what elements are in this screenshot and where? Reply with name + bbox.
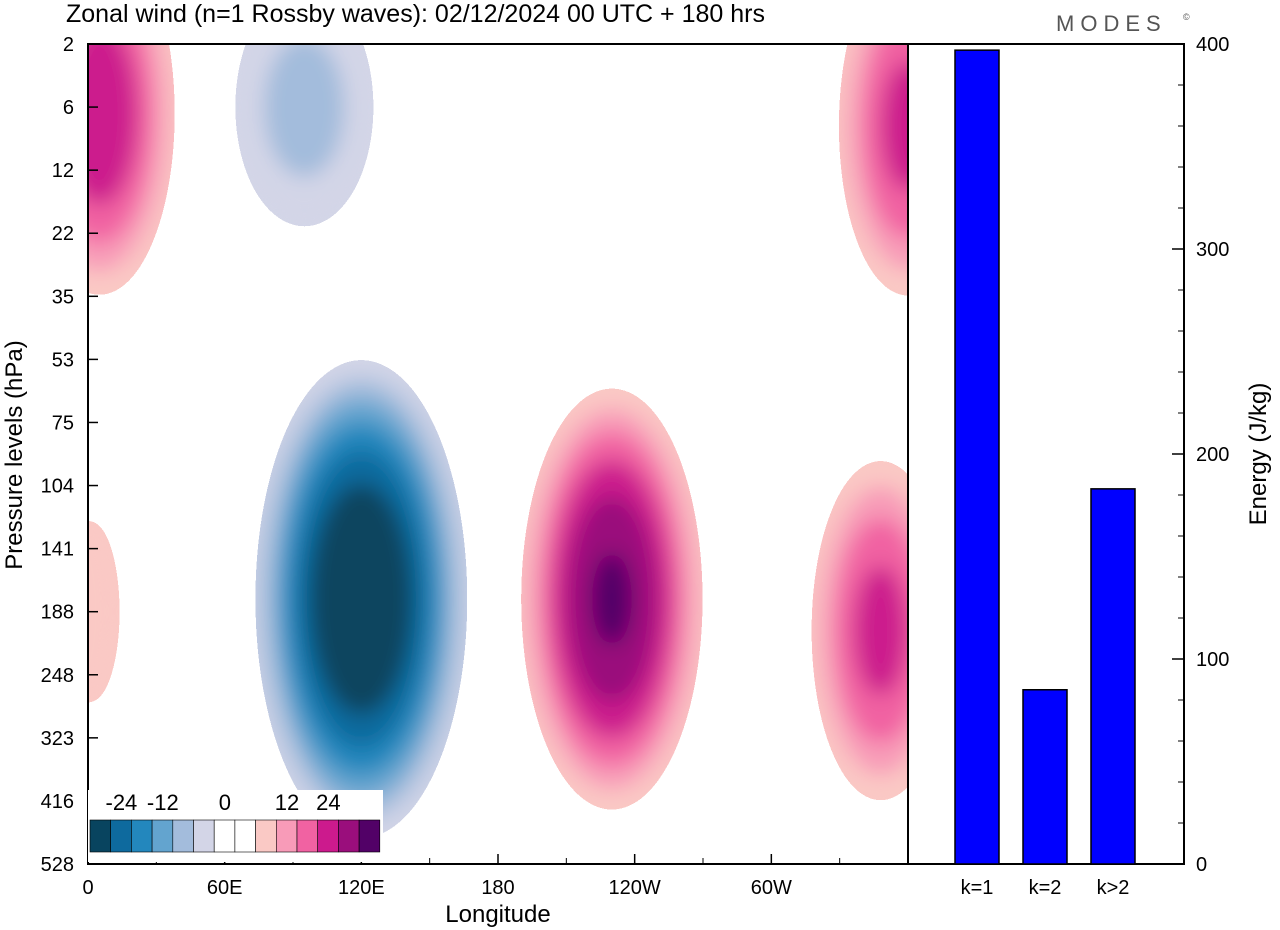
colorbar-swatch bbox=[151, 819, 174, 853]
colorbar-label: -12 bbox=[147, 790, 179, 815]
contour-fills bbox=[88, 44, 908, 840]
colorbar-label: -24 bbox=[106, 790, 138, 815]
modes-logo: MODES bbox=[1056, 11, 1167, 36]
bar-category-label: k=2 bbox=[1029, 877, 1062, 899]
y-tick-label: 22 bbox=[52, 223, 74, 245]
contour-level-14 bbox=[854, 565, 907, 696]
y-tick-label: 188 bbox=[41, 602, 74, 624]
contour-background bbox=[88, 44, 908, 864]
x-tick-label: 60W bbox=[751, 877, 792, 899]
bar-y-tick-label: 0 bbox=[1196, 854, 1207, 876]
colorbar-swatch bbox=[358, 819, 381, 853]
chart-title: Zonal wind (n=1 Rossby waves): 02/12/202… bbox=[66, 0, 765, 28]
y-tick-label: 141 bbox=[41, 539, 74, 561]
bar-category-label: k>2 bbox=[1097, 877, 1130, 899]
x-axis-label: Longitude bbox=[445, 901, 550, 928]
contour-feature-6 bbox=[88, 516, 120, 707]
y-tick-label: 104 bbox=[41, 476, 74, 498]
contour-feature-0 bbox=[88, 44, 175, 297]
y-tick-label: 248 bbox=[41, 665, 74, 687]
contour-feature-1 bbox=[235, 44, 374, 228]
colorbar-swatch bbox=[89, 819, 112, 853]
colorbar-swatch bbox=[317, 819, 339, 853]
colorbar-swatch bbox=[131, 819, 153, 853]
y-tick-label: 416 bbox=[41, 791, 74, 813]
contour-plot: 0 60E 120E 180 120W 60W 2 6 12 22 35 53 75 104 141 188… bbox=[1, 34, 909, 928]
colorbar-swatch bbox=[296, 819, 319, 853]
x-tick-label: 180 bbox=[481, 877, 514, 899]
y-tick-label: 323 bbox=[41, 728, 74, 750]
colorbar-swatch bbox=[338, 819, 360, 853]
bar-y-tick-label: 300 bbox=[1196, 239, 1229, 261]
y-axis-ticks: 2 6 12 22 35 53 75 104 141 188 248 323 416 528 bbox=[41, 34, 98, 876]
colorbar-swatch bbox=[275, 819, 298, 853]
contour-level-14 bbox=[881, 61, 908, 191]
x-tick-label: 120W bbox=[609, 877, 661, 899]
bars bbox=[954, 49, 1136, 865]
y-axis-label: Pressure levels (hPa) bbox=[1, 340, 28, 569]
bar-2 bbox=[1022, 689, 1068, 865]
y-tick-label: 528 bbox=[41, 854, 74, 876]
y-tick-label: 53 bbox=[52, 349, 74, 371]
y-tick-label: 75 bbox=[52, 412, 74, 434]
bar-y-axis-label: Energy (J/kg) bbox=[1245, 383, 1272, 526]
colorbar-swatch bbox=[172, 819, 194, 853]
contour-feature-5 bbox=[838, 44, 908, 298]
y-tick-label: 2 bbox=[63, 34, 74, 56]
colorbar-swatch bbox=[110, 819, 132, 853]
y-tick-label: 6 bbox=[63, 97, 74, 119]
bar-category-label: k=1 bbox=[961, 877, 994, 899]
bar-1 bbox=[954, 49, 1000, 865]
contour-level--22 bbox=[310, 483, 413, 715]
bar-x-axis-ticks: k=1 k=2 k>2 bbox=[961, 877, 1130, 899]
x-tick-label: 120E bbox=[338, 877, 385, 899]
bar-y-tick-label: 400 bbox=[1196, 34, 1229, 56]
bar-3 bbox=[1090, 488, 1136, 865]
bar-y-tick-label: 200 bbox=[1196, 444, 1229, 466]
x-axis-ticks: 0 60E 120E 180 120W 60W bbox=[82, 854, 841, 899]
x-tick-label: 60E bbox=[207, 877, 243, 899]
colorbar-label: 0 bbox=[219, 790, 231, 815]
bar-y-tick-label: 100 bbox=[1196, 649, 1229, 671]
colorbar-swatch bbox=[193, 819, 215, 853]
colorbar-label: 12 bbox=[275, 790, 299, 815]
colorbar-swatch bbox=[234, 819, 256, 853]
y-tick-label: 35 bbox=[52, 286, 74, 308]
logo-copyright-mark: © bbox=[1183, 12, 1190, 22]
contour-feature-4 bbox=[811, 459, 908, 802]
contour-level-14 bbox=[88, 44, 138, 205]
x-tick-label: 0 bbox=[82, 877, 93, 899]
energy-bar-chart: 0 100 200 300 400 k=1 k=2 k>2 Energy (J/kg) bbox=[907, 34, 1272, 899]
colorbar-label: 24 bbox=[316, 790, 340, 815]
y-tick-label: 12 bbox=[52, 160, 74, 182]
contour-level-2 bbox=[88, 516, 120, 707]
contour-level--6 bbox=[264, 44, 345, 177]
colorbar-swatch bbox=[255, 819, 277, 853]
colorbar-swatch bbox=[213, 819, 236, 853]
colorbar: -24 -12 0 12 24 bbox=[88, 790, 383, 862]
bar-y-axis-ticks: 0 100 200 300 400 bbox=[1172, 34, 1229, 876]
contour-feature-3 bbox=[521, 387, 703, 811]
contour-feature-2 bbox=[255, 359, 468, 840]
contour-level-22 bbox=[592, 552, 632, 646]
